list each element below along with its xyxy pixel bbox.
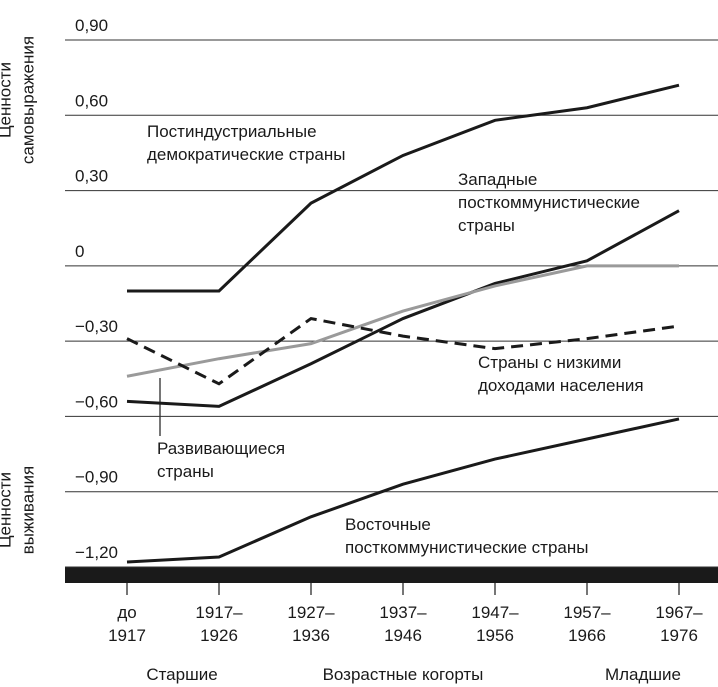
x-tick-label: 1937– 1946 — [379, 603, 427, 645]
series-label: Развивающиеся страны — [157, 439, 285, 481]
y-tick-label: 0 — [75, 242, 84, 261]
y-tick-label: −0,90 — [75, 468, 118, 487]
y-tick-label: −0,60 — [75, 392, 118, 411]
series-line — [126, 209, 680, 408]
x-tick-label: 1927– 1936 — [287, 603, 335, 645]
series-line — [126, 316, 680, 386]
series-label: Западные посткоммунистические страны — [458, 170, 640, 235]
series-label: Восточные посткоммунистические страны — [345, 515, 589, 557]
y-tick-label: 0,60 — [75, 91, 108, 110]
y-title-top: Ценности самовыражения — [0, 36, 38, 164]
x-tick-label: 1917– 1926 — [195, 603, 243, 645]
y-tick-label: 0,90 — [75, 16, 108, 35]
series-line — [126, 264, 679, 378]
series-line — [127, 83, 680, 293]
series-label: Страны с низкими доходами населения — [478, 353, 644, 395]
x-note: Возрастные когорты — [323, 665, 484, 684]
y-tick-label: −0,30 — [75, 317, 118, 336]
series-line — [126, 417, 680, 564]
x-note: Младшие — [605, 665, 681, 684]
x-tick-label: 1947– 1956 — [471, 603, 519, 645]
y-title-bottom: Ценности выживания — [0, 466, 38, 555]
series-label: Постиндустриальные демократические страны — [147, 122, 346, 164]
x-note: Старшие — [146, 665, 217, 684]
x-tick-label: до 1917 — [108, 603, 146, 645]
base-band — [65, 567, 718, 583]
x-tick-label: 1967– 1976 — [655, 603, 703, 645]
x-tick-label: 1957– 1966 — [563, 603, 611, 645]
y-tick-label: −1,20 — [75, 543, 118, 562]
y-tick-label: 0,30 — [75, 167, 108, 186]
